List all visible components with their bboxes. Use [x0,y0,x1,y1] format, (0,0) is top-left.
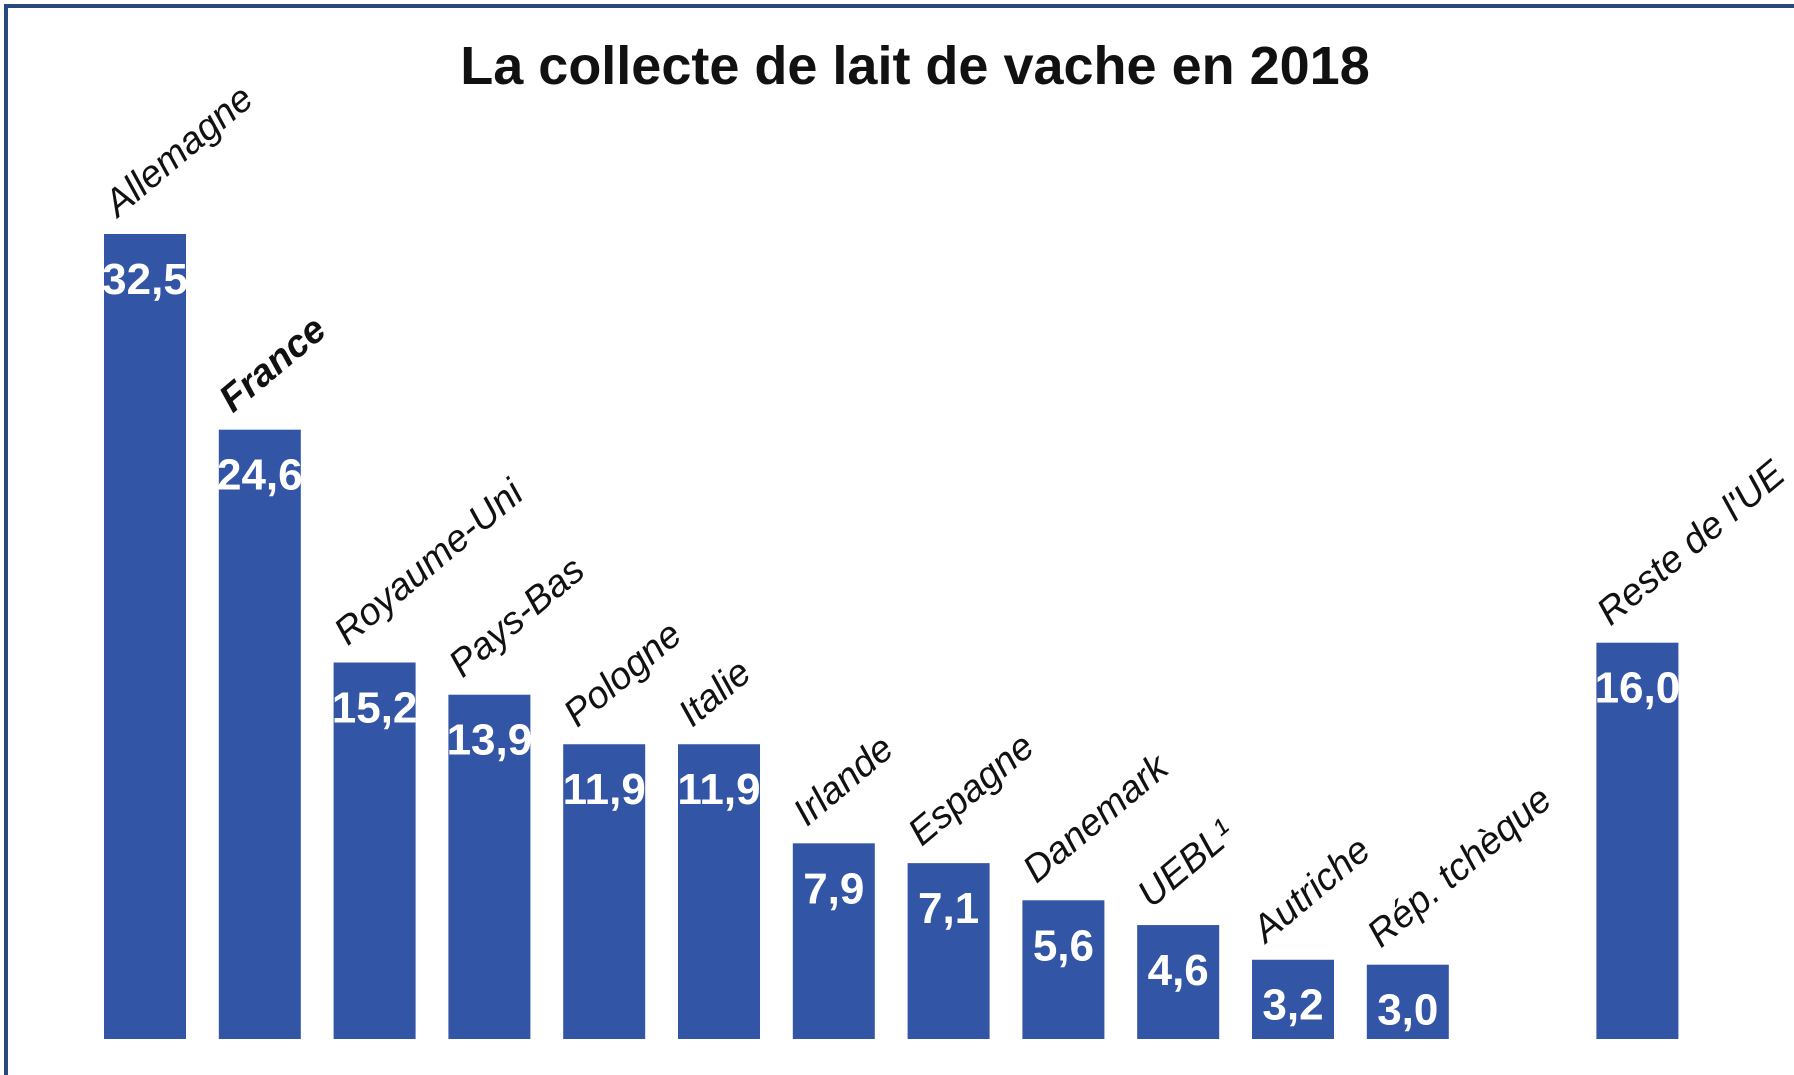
value-label: 3,0 [1377,986,1438,1035]
bar [333,662,416,1039]
chart-title: La collecte de lait de vache en 2018 [460,36,1369,96]
frame [4,4,1794,1075]
bar [218,429,301,1040]
bar [1137,925,1220,1039]
value-label: 4,6 [1148,946,1209,995]
bar [1022,900,1105,1039]
bar [792,843,875,1039]
bar [1366,964,1449,1039]
bar [678,744,760,1039]
value-label: 3,2 [1262,981,1323,1030]
value-label: 16,0 [1595,664,1681,713]
value-label: 24,6 [217,451,303,500]
bar [907,863,990,1039]
value-label: 7,1 [918,884,979,933]
value-label: 11,9 [563,765,646,814]
bar [448,694,531,1039]
value-label: 5,6 [1033,921,1094,970]
bar [1596,642,1679,1039]
bar [563,744,646,1039]
bar [1252,959,1334,1039]
value-label: 13,9 [447,716,533,765]
value-label: 11,9 [677,765,760,814]
value-label: 7,9 [803,864,864,913]
bar [104,234,186,1039]
value-label: 15,2 [332,684,418,733]
value-label: 32,5 [102,255,188,304]
